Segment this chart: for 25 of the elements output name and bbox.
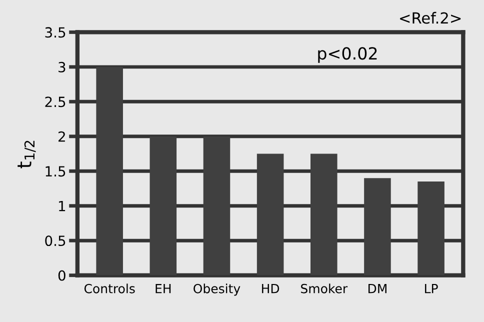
- bar: [96, 66, 123, 276]
- x-tick-label: Controls: [84, 284, 135, 294]
- text: <Ref.2>: [400, 12, 461, 24]
- y-tick-label: 3: [58, 62, 66, 72]
- y-tick-label: 1.5: [46, 166, 66, 177]
- bar: [418, 182, 444, 276]
- y-tick-label: 0.5: [45, 236, 66, 246]
- y-tick-label: 1: [59, 201, 66, 212]
- bar: [203, 136, 230, 276]
- bar: [364, 178, 391, 276]
- x-tick-label: LP: [425, 284, 438, 294]
- y-tick-label: 3.5: [45, 27, 66, 38]
- x-tick-label: DM: [368, 284, 386, 294]
- y-tick-label: 0: [58, 270, 66, 281]
- y-tick-label: 2.5: [45, 96, 66, 108]
- x-tick-label: EH: [156, 284, 171, 294]
- bar: [310, 154, 338, 276]
- bar: [256, 154, 284, 276]
- y-axis-title: t$_{1/2}$: [18, 140, 36, 168]
- x-tick-label: Smoker: [301, 284, 348, 294]
- annotation: p<0.02: [318, 47, 377, 63]
- x-tick-label: HD: [262, 284, 280, 294]
- bar: [150, 136, 177, 276]
- x-tick-label: Obesity: [194, 284, 240, 296]
- y-tick-label: 2: [58, 131, 65, 142]
